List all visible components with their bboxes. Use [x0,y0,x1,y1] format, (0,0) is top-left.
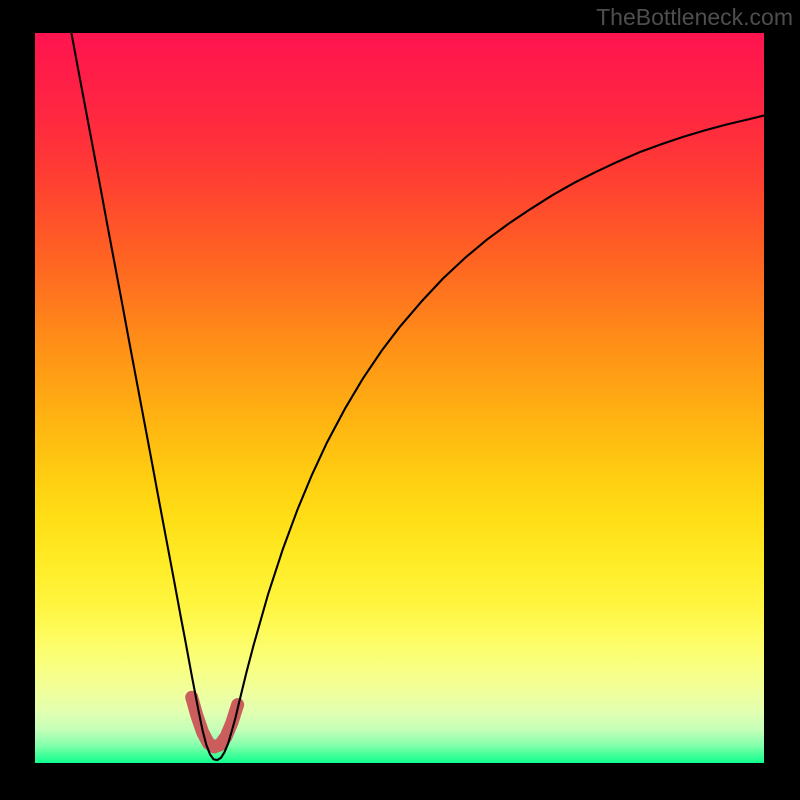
watermark-text: TheBottleneck.com [596,4,793,31]
plot-svg [35,33,764,763]
plot-area [35,33,764,763]
gradient-background [35,33,764,763]
